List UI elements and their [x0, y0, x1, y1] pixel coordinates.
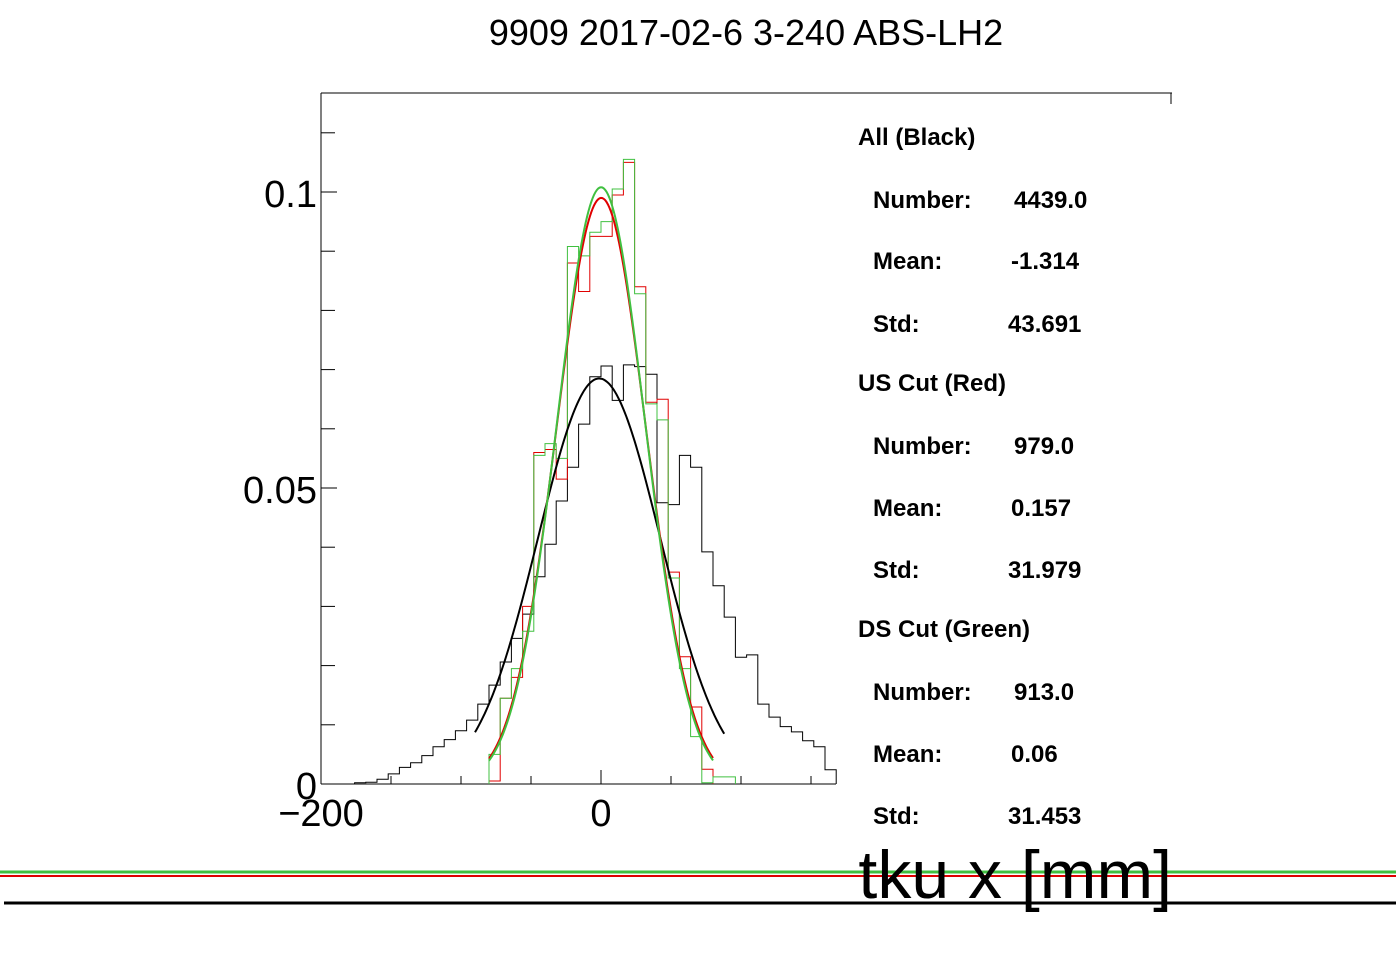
chart-title: 9909 2017-02-6 3-240 ABS-LH2: [489, 12, 1003, 53]
stats-ds-mean-label: Mean:: [873, 741, 942, 768]
histogram-bin: [791, 732, 802, 784]
x-axis-title: tku x [mm]: [858, 837, 1172, 913]
stats-us-mean-label: Mean:: [873, 495, 942, 522]
histogram-bin: [579, 256, 590, 784]
histogram-bin: [355, 783, 366, 784]
legend-strip-lines: [0, 870, 1396, 905]
stats-all-header: All (Black): [858, 124, 975, 151]
x-axis-ticks: [320, 770, 812, 784]
histogram-bin: [623, 159, 634, 784]
stats-us-std-label: Std:: [873, 557, 920, 584]
histogram-bin: [377, 779, 388, 784]
histogram-bin: [545, 444, 556, 784]
stats-us-number-value: 979.0: [1014, 433, 1074, 460]
stats-ds-mean-value: 0.06: [1011, 741, 1058, 768]
histogram-bin: [590, 232, 601, 784]
stats-us-header: US Cut (Red): [858, 370, 1006, 397]
histogram-bin: [747, 655, 758, 784]
histogram-bin: [803, 741, 814, 784]
histogram-bin: [433, 747, 444, 784]
histogram-bin: [601, 222, 612, 784]
stats-ds-number-value: 913.0: [1014, 679, 1074, 706]
histogram-bin: [411, 763, 422, 784]
histogram-bin: [646, 404, 657, 784]
stats-ds-std-value: 31.453: [1008, 803, 1081, 830]
stats-us-number-label: Number:: [873, 433, 972, 460]
histogram-bin: [691, 737, 702, 784]
stats-ds-number-label: Number:: [873, 679, 972, 706]
plot-frame: [320, 92, 1172, 785]
histogram-bin: [825, 770, 836, 784]
y-tick-label-0.1: 0.1: [264, 174, 317, 216]
histogram-bin: [534, 455, 545, 784]
histogram-bin: [758, 704, 769, 784]
x-tick-label-0: 0: [590, 793, 611, 835]
histogram-bin: [399, 767, 410, 784]
histogram-bin: [444, 740, 455, 784]
histogram-bin: [769, 717, 780, 784]
histogram-bin: [780, 727, 791, 784]
histogram-outline: [354, 364, 837, 784]
histogram-bin: [702, 769, 713, 784]
histogram-bin: [635, 294, 646, 784]
histogram-bin: [713, 777, 724, 784]
y-tick-label-0.05: 0.05: [243, 470, 317, 512]
stats-all-std-value: 43.691: [1008, 311, 1081, 338]
stats-box: All (Black) Number: 4439.0 Mean: -1.314 …: [858, 124, 1087, 830]
y-tick-label-0: 0: [296, 766, 317, 808]
histogram-bin: [702, 783, 713, 784]
stats-us-mean-value: 0.157: [1011, 495, 1071, 522]
histogram-bin: [388, 774, 399, 784]
histogram-outline: [488, 158, 736, 784]
stats-all-mean-label: Mean:: [873, 248, 942, 275]
series-all-black: [354, 364, 837, 784]
stats-all-number-label: Number:: [873, 187, 972, 214]
histogram-bin: [657, 420, 668, 784]
histogram-bin: [713, 586, 724, 784]
histogram-bin: [422, 756, 433, 784]
histogram-bin: [556, 458, 567, 784]
histogram-bin: [455, 731, 466, 784]
fit-curve-ds-cut-green: [488, 186, 714, 762]
fit-curve-all-black: [474, 377, 726, 735]
histogram-bin: [724, 617, 735, 784]
stats-all-mean-value: -1.314: [1011, 248, 1080, 275]
series-ds-cut-green: [488, 158, 736, 784]
x-tick-label-minus-200: −200: [278, 793, 364, 835]
histogram-bin: [814, 747, 825, 784]
histogram-bin: [366, 782, 377, 784]
stats-ds-std-label: Std:: [873, 803, 920, 830]
gaussian-fits: [474, 186, 726, 762]
stats-us-std-value: 31.979: [1008, 557, 1081, 584]
stats-all-number-value: 4439.0: [1014, 187, 1087, 214]
stats-all-std-label: Std:: [873, 311, 920, 338]
stats-ds-header: DS Cut (Green): [858, 616, 1030, 643]
histogram-bin: [724, 777, 735, 784]
y-axis-ticks: [321, 132, 337, 785]
histogram-series: [354, 158, 837, 784]
histogram-bin: [735, 657, 746, 784]
histogram-bin: [612, 189, 623, 784]
